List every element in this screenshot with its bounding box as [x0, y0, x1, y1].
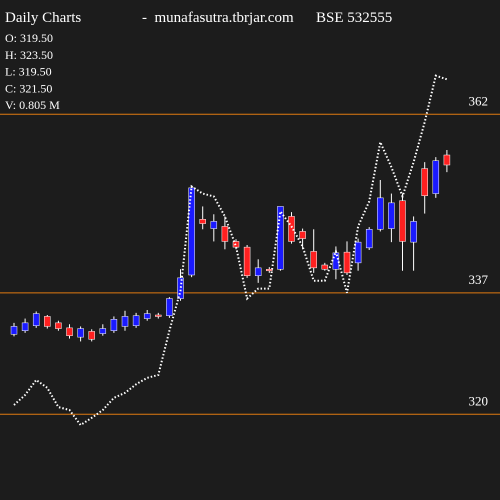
candle-body [332, 252, 340, 270]
candle-body [166, 298, 173, 316]
candle-body [266, 269, 273, 272]
candle-body [365, 229, 373, 249]
candle-body [354, 241, 362, 264]
chart-title: Daily Charts [5, 10, 81, 26]
overlay-line [13, 74, 448, 427]
candle-body [221, 226, 229, 242]
candle-body [177, 277, 184, 299]
candle-body [55, 322, 62, 329]
candle-body [155, 314, 162, 317]
candle-body [243, 246, 251, 276]
candle-body [77, 328, 84, 338]
candle-body [421, 168, 428, 196]
y-tick-label: 337 [469, 272, 489, 287]
candle-body [199, 219, 206, 224]
candle-body [143, 313, 151, 319]
candle-body [299, 231, 306, 239]
candle-body [343, 251, 351, 274]
candle-body [21, 322, 29, 331]
y-tick-label: 362 [469, 93, 489, 108]
candle-body [188, 187, 195, 276]
candle-body [132, 315, 140, 326]
candle-body [443, 154, 451, 166]
candle-body [32, 313, 40, 326]
candle-body [288, 216, 295, 242]
candle-body [410, 221, 417, 243]
candle-body [321, 264, 329, 270]
candle-body [210, 221, 218, 229]
candle-body [254, 267, 262, 276]
ohlc-info: H: 323.50 [5, 48, 53, 62]
candle-body [99, 328, 107, 334]
candle-body [44, 316, 51, 327]
ohlc-info: V: 0.805 M [5, 98, 60, 112]
ohlc-info: L: 319.50 [5, 65, 52, 79]
chart-title: - munafasutra.tbrjar.com [142, 10, 294, 26]
candle-body [110, 319, 118, 331]
candle-body [399, 200, 406, 242]
candle-body [88, 331, 95, 340]
candle-body [377, 197, 384, 230]
candle-body [66, 327, 73, 336]
candle-body [121, 316, 129, 327]
candle-body [10, 326, 18, 335]
candle-body [432, 160, 440, 194]
candle-body [310, 251, 317, 269]
candle-body [388, 202, 395, 229]
chart-title: BSE 532555 [316, 10, 392, 26]
y-tick-label: 320 [469, 393, 489, 408]
ohlc-info: C: 321.50 [5, 81, 52, 95]
ohlc-info: O: 319.50 [5, 31, 53, 45]
